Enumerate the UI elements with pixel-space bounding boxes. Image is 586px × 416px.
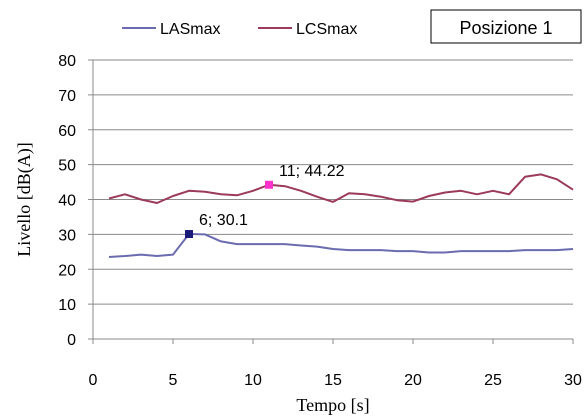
x-tick-label: 25 [484,372,502,389]
x-tick-label: 0 [89,372,98,389]
x-axis-title: Tempo [s] [296,395,369,415]
data-label: 11; 44.22 [279,163,345,180]
x-tick-label: 20 [404,372,422,389]
series-line-lasmax [108,233,574,258]
data-series [108,173,574,258]
x-tick-label: 10 [244,372,262,389]
legend: LASmax LCSmax [122,21,357,38]
y-tick-label: 40 [58,193,76,210]
legend-label-lcsmax: LCSmax [296,21,357,38]
x-tick-label: 30 [564,372,582,389]
y-tick-label: 20 [58,262,76,279]
position-box-frame [430,9,582,44]
y-tick-label: 50 [58,158,76,175]
position-box: Posizione 1 [430,9,582,44]
y-axis-title: Livello [dB(A)] [14,142,35,256]
legend-label-lasmax: LASmax [160,21,220,38]
y-tick-label: 30 [58,227,76,244]
position-box-label: Posizione 1 [459,18,552,38]
series-line-lcsmax [108,173,574,204]
axes: 0 10 20 30 40 50 60 70 80 0 5 10 15 20 25 30 [58,53,582,389]
x-tick-label: 15 [324,372,342,389]
y-tick-label: 60 [58,123,76,140]
y-tick-label: 10 [58,297,76,314]
data-point-marker [265,180,273,189]
y-tick-label: 0 [67,332,76,349]
data-point-marker [185,230,193,239]
annotations: 6; 30.1 11; 44.22 [185,163,345,239]
y-tick-label: 70 [58,88,76,105]
y-tick-label: 80 [58,53,76,70]
x-tick-label: 5 [169,372,178,389]
grid-lines [93,59,573,305]
data-label: 6; 30.1 [199,212,248,229]
